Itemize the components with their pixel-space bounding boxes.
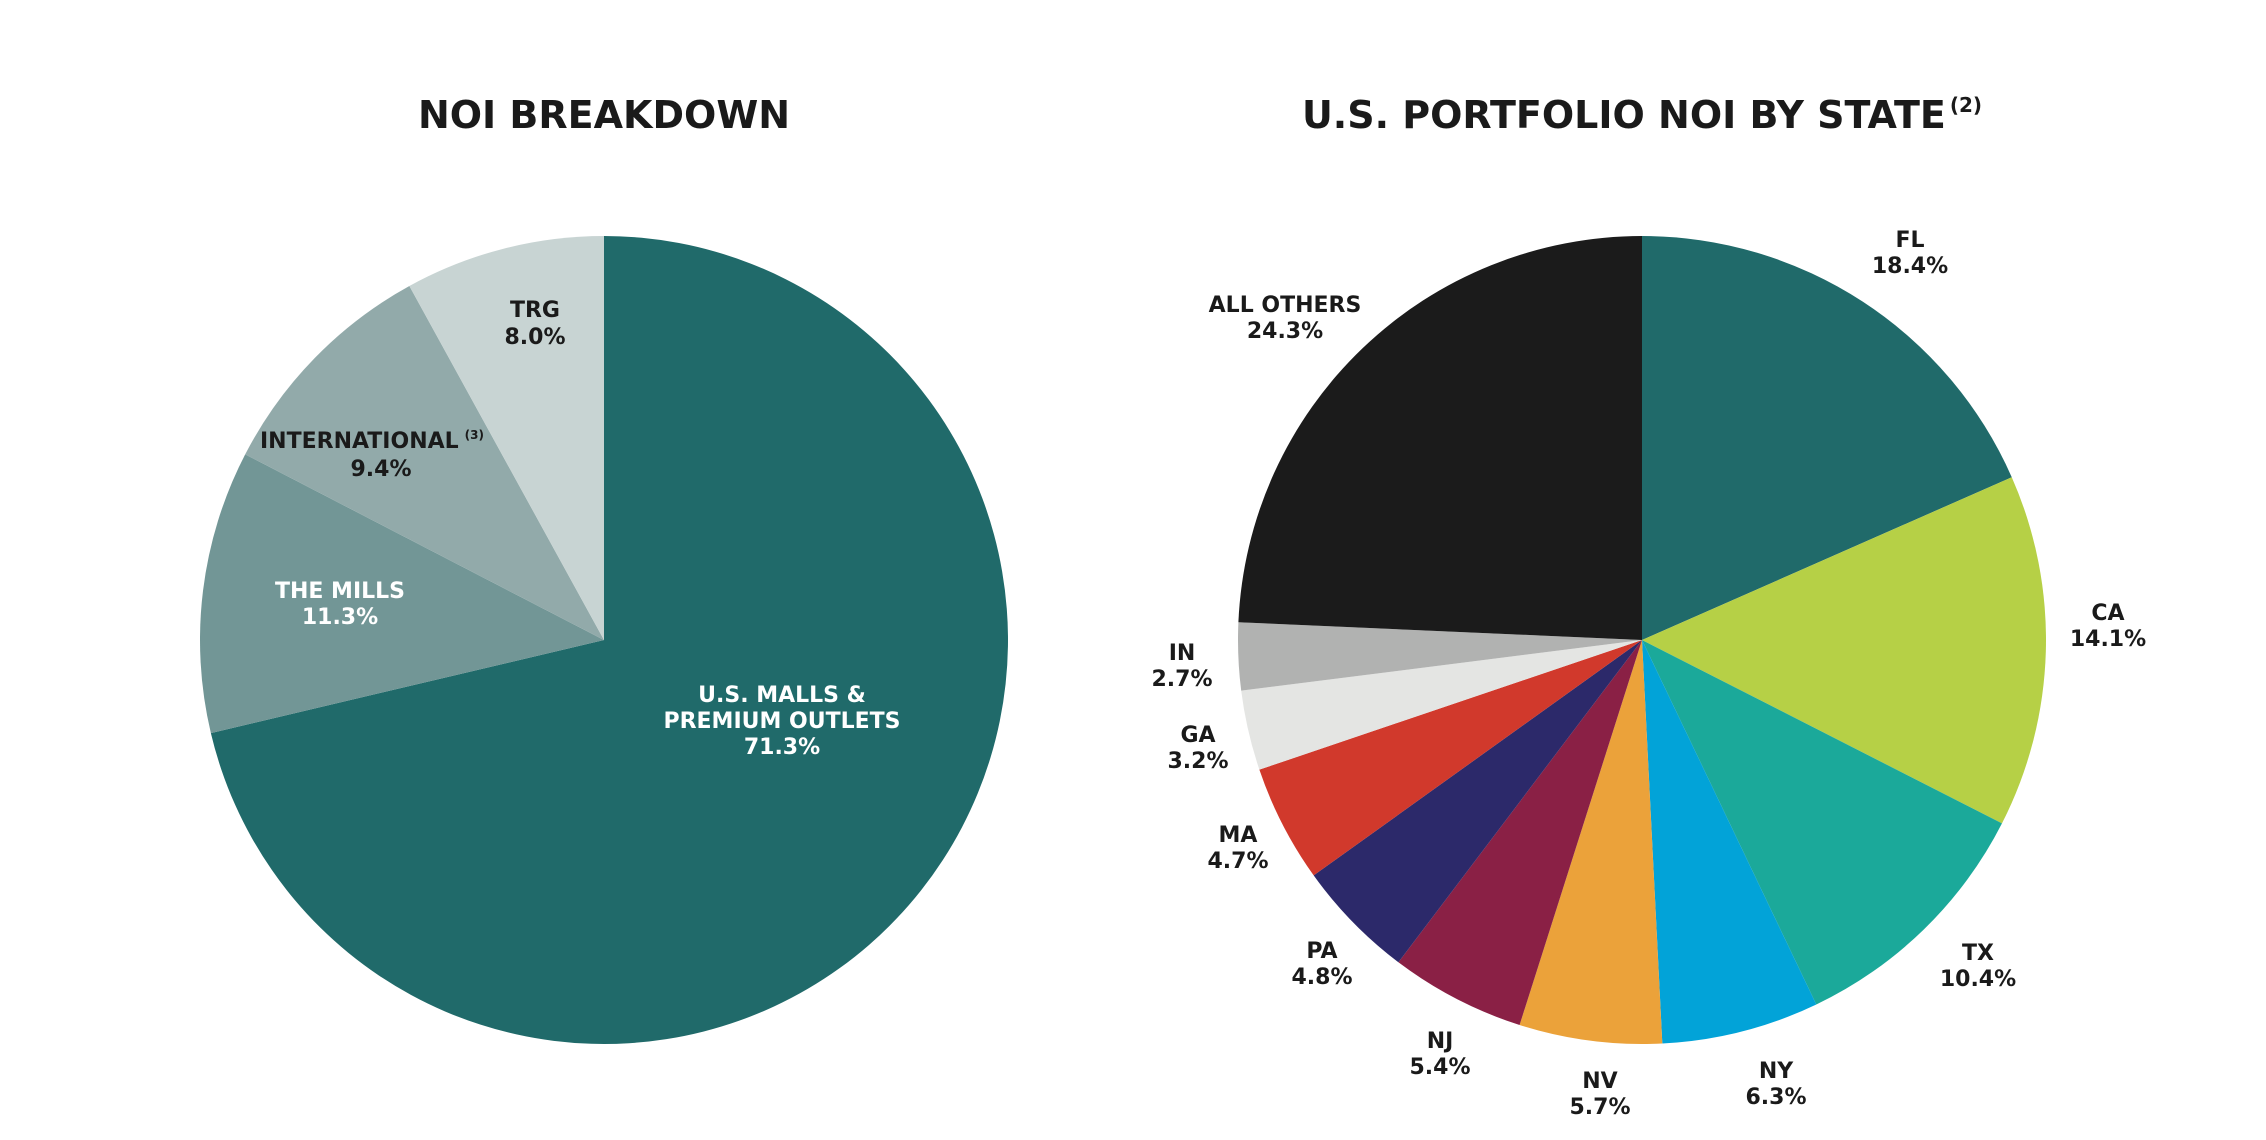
pie2-value-ga: 3.2% [1167, 749, 1228, 774]
pie1-label-the-mills: THE MILLS [275, 579, 405, 604]
pie2-slice-in [1238, 622, 1642, 691]
pie2-label-all-others: ALL OTHERS [1209, 293, 1362, 318]
pie1-label-trg: TRG [510, 298, 560, 323]
noi-by-state-chart: U.S. PORTFOLIO NOI BY STATE (2) FL 18.4% … [1151, 93, 2146, 1120]
pie2-slice-all-others [1238, 236, 1642, 640]
pie2-value-nj: 5.4% [1409, 1055, 1470, 1080]
pie2-label-fl: FL [1895, 228, 1924, 253]
noi-breakdown-slices [199, 236, 1009, 1044]
pie2-slice-nj [1398, 640, 1642, 1025]
pie1-value-the-mills: 11.3% [302, 605, 378, 630]
pie1-label-us-malls-line1: U.S. MALLS & [698, 683, 866, 708]
pie2-slice-ca [1642, 477, 2047, 824]
pie2-slice-ma [1259, 640, 1642, 876]
pie2-value-tx: 10.4% [1940, 967, 2016, 992]
pie2-value-ny: 6.3% [1745, 1085, 1806, 1110]
pie2-label-nv: NV [1582, 1069, 1617, 1094]
pie1-slice-trg [409, 236, 604, 640]
pie2-slice-fl [1642, 236, 2012, 640]
pie1-label-international: INTERNATIONAL (3) [260, 428, 484, 454]
pie1-slice-international [245, 285, 604, 640]
noi-breakdown-title: NOI BREAKDOWN [418, 93, 790, 137]
pie2-value-in: 2.7% [1151, 667, 1212, 692]
pie2-label-ca: CA [2091, 601, 2124, 626]
noi-by-state-title: U.S. PORTFOLIO NOI BY STATE (2) [1302, 93, 1982, 137]
pie2-value-nv: 5.7% [1569, 1095, 1630, 1120]
pie2-slice-ny [1642, 640, 1817, 1044]
pie2-value-pa: 4.8% [1291, 965, 1352, 990]
pie1-label-us-malls-line2: PREMIUM OUTLETS [663, 709, 900, 734]
pie2-value-fl: 18.4% [1872, 254, 1948, 279]
pie2-value-ca: 14.1% [2070, 627, 2146, 652]
pie2-slice-ga [1241, 640, 1642, 770]
noi-breakdown-chart: NOI BREAKDOWN U.S. MALLS & PREMIUM OUTLE… [199, 93, 1009, 1044]
pie2-label-pa: PA [1306, 939, 1337, 964]
pie2-label-ma: MA [1219, 823, 1258, 848]
pie2-label-tx: TX [1962, 941, 1994, 966]
pie1-slice-u-s-malls [210, 236, 1009, 1044]
pie2-label-in: IN [1169, 641, 1196, 666]
noi-by-state-slices [1238, 236, 2047, 1044]
pie2-slice-pa [1313, 640, 1642, 963]
pie1-value-international: 9.4% [350, 457, 411, 482]
pie1-value-us-malls: 71.3% [744, 735, 820, 760]
pie2-label-ga: GA [1180, 723, 1215, 748]
pie2-label-ny: NY [1759, 1059, 1794, 1084]
pie2-slice-tx [1642, 640, 2002, 1005]
pie2-label-nj: NJ [1427, 1029, 1454, 1054]
pie2-value-all-others: 24.3% [1247, 319, 1323, 344]
pie2-value-ma: 4.7% [1207, 849, 1268, 874]
pie2-slice-nv [1519, 640, 1663, 1044]
pie1-slice-the-mills [199, 454, 604, 734]
pie1-value-trg: 8.0% [504, 325, 565, 350]
